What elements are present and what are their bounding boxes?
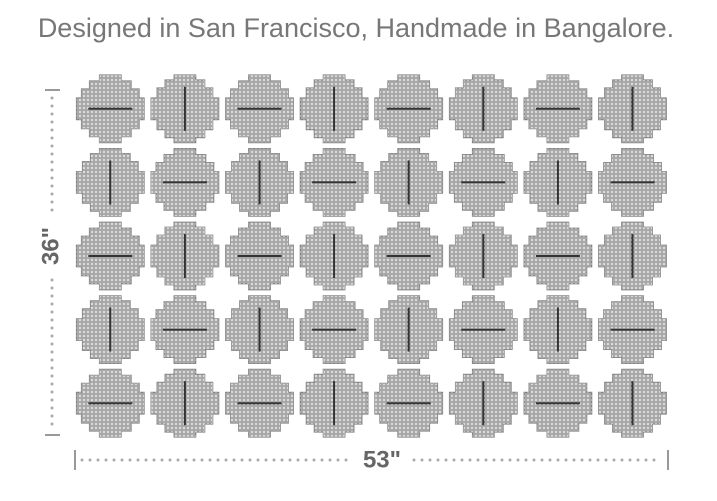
width-label: 53" — [363, 446, 401, 473]
height-label: 36" — [37, 227, 64, 265]
motif-grid — [75, 74, 667, 438]
caption: Designed in San Francisco, Handmade in B… — [38, 13, 674, 43]
